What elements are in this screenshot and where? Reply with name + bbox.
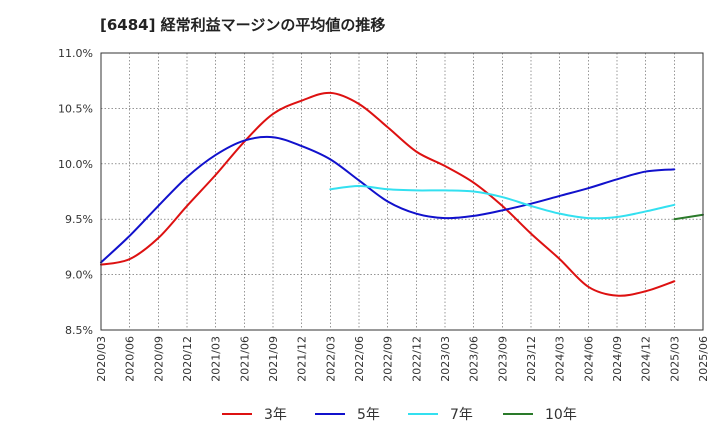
y-axis-ticks: 11.0% 10.5% 10.0% 9.5% 9.0% 8.5% [58, 47, 93, 337]
y-tick-label: 9.0% [65, 269, 93, 282]
x-tick-label: 2023/12 [525, 336, 538, 382]
series-line-2 [100, 135, 676, 264]
x-tick-label: 2020/03 [95, 336, 108, 382]
x-tick-label: 2025/06 [697, 336, 710, 382]
x-axis-ticks: 2020/03 2020/06 2020/09 2020/12 2021/03 2021/… [95, 336, 710, 382]
y-tick-label: 10.0% [58, 158, 93, 171]
series-line-1 [100, 91, 676, 297]
x-tick-label: 2024/09 [611, 336, 624, 382]
x-tick-label: 2022/09 [382, 336, 395, 382]
legend-label-3: 7年 [450, 407, 473, 423]
legend-label-1: 3年 [264, 407, 287, 423]
x-tick-label: 2022/03 [324, 336, 337, 382]
x-tick-label: 2023/03 [439, 336, 452, 382]
x-tick-label: 2021/03 [210, 336, 223, 382]
plot-area [100, 52, 704, 331]
x-tick-label: 2020/09 [152, 336, 165, 382]
x-tick-label: 2021/06 [238, 336, 251, 382]
x-tick-label: 2024/06 [582, 336, 595, 382]
series-line-3 [329, 184, 676, 220]
x-tick-label: 2022/06 [353, 336, 366, 382]
y-tick-label: 9.5% [65, 213, 93, 226]
x-tick-label: 2023/09 [496, 336, 509, 382]
y-tick-label: 10.5% [58, 102, 93, 115]
y-tick-label: 11.0% [58, 47, 93, 60]
series-line-4 [673, 213, 704, 221]
legend-label-2: 5年 [357, 407, 380, 423]
x-tick-label: 2021/12 [296, 336, 309, 382]
legend-label-4: 10年 [545, 407, 577, 423]
x-tick-label: 2021/09 [267, 336, 280, 382]
x-tick-label: 2023/06 [468, 336, 481, 382]
y-tick-label: 8.5% [65, 324, 93, 337]
x-tick-label: 2020/12 [181, 336, 194, 382]
x-tick-label: 2020/06 [124, 336, 137, 382]
x-tick-label: 2022/12 [410, 336, 423, 382]
chart-title: [6484] 経常利益マージンの平均値の推移 [100, 16, 386, 34]
x-tick-label: 2024/12 [640, 336, 653, 382]
x-tick-label: 2025/03 [668, 336, 681, 382]
legend: 3年 5年 7年 10年 [222, 407, 577, 423]
series-lines [100, 91, 704, 297]
grid-lines [100, 52, 704, 331]
x-tick-label: 2024/03 [554, 336, 567, 382]
